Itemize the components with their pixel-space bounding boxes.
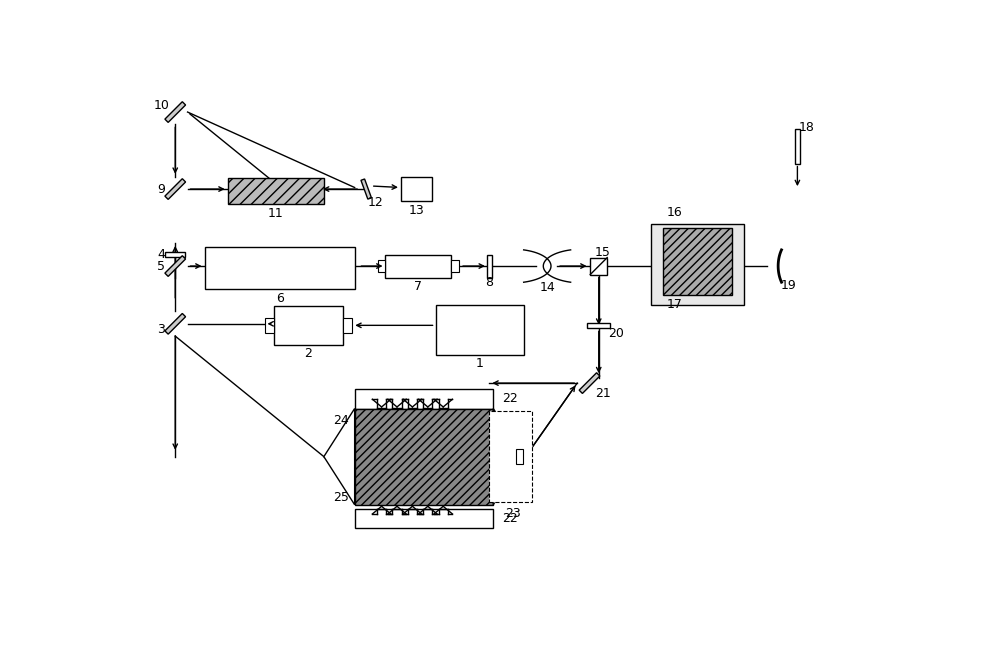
Text: 7: 7 [414,281,422,293]
Polygon shape [165,102,186,123]
Text: 17: 17 [666,298,682,311]
Text: 25: 25 [333,491,349,504]
Text: 22: 22 [502,392,518,405]
Bar [228,177,324,204]
Text: 1: 1 [476,357,484,370]
Polygon shape [579,373,600,393]
Bar [355,389,493,408]
Bar [651,224,744,304]
Text: 13: 13 [408,204,424,217]
Text: 9: 9 [157,183,165,195]
Bar [378,260,385,272]
Text: 3: 3 [157,323,165,337]
Text: 2: 2 [305,347,312,361]
Bar [795,130,800,164]
Text: 4: 4 [157,248,165,261]
Bar [355,408,493,505]
Bar [489,411,532,502]
Text: 11: 11 [268,207,284,220]
Text: 5: 5 [157,259,165,273]
Text: 16: 16 [666,206,682,219]
Polygon shape [165,179,186,199]
Bar [401,177,432,201]
Polygon shape [493,408,524,505]
Bar [663,228,732,295]
Polygon shape [165,313,186,334]
Text: 8: 8 [485,277,493,290]
Bar [436,304,524,355]
Bar [343,317,352,333]
Bar [516,449,523,464]
Bar [587,322,610,328]
Bar [274,306,343,344]
Bar [385,255,451,277]
Text: 15: 15 [595,246,611,259]
Bar [205,247,355,289]
Text: 21: 21 [595,388,611,401]
Text: 18: 18 [799,121,815,134]
Bar [451,260,459,272]
Polygon shape [324,408,355,505]
Polygon shape [361,179,371,199]
Bar [265,317,274,333]
Bar [487,255,492,277]
Text: 14: 14 [539,281,555,294]
Text: 20: 20 [608,326,624,339]
Bar [355,509,493,528]
Text: 22: 22 [502,511,518,525]
Text: 10: 10 [153,99,169,112]
Text: 23: 23 [505,508,520,521]
Text: 6: 6 [276,292,284,305]
Text: 12: 12 [368,197,383,210]
Bar [590,257,607,275]
Polygon shape [165,255,186,277]
Bar [165,252,185,257]
Text: 24: 24 [333,413,349,426]
Text: 19: 19 [780,279,796,292]
